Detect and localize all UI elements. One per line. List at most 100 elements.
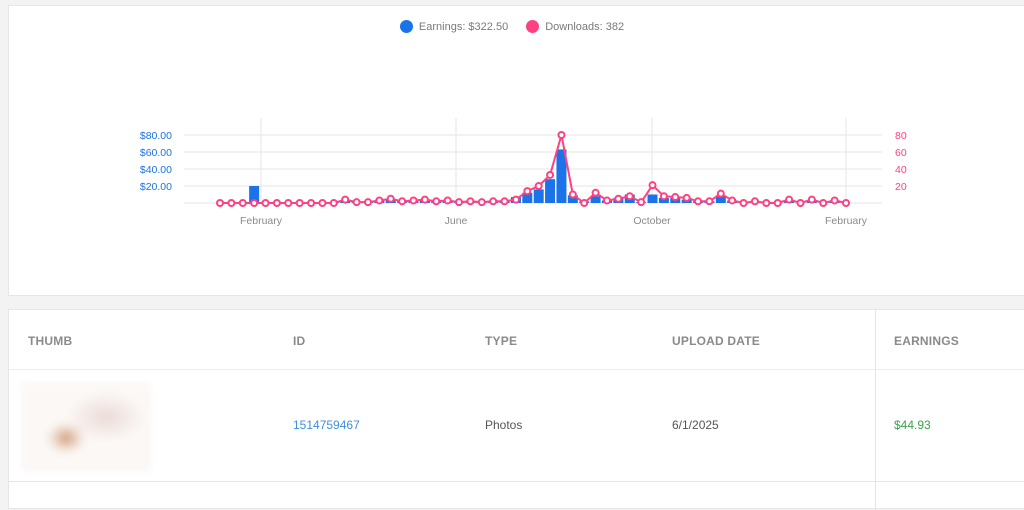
downloads-point[interactable] (796, 199, 805, 207)
earnings-bar[interactable] (249, 186, 260, 203)
downloads-point[interactable] (557, 131, 566, 139)
x-tick-label: June (445, 215, 468, 227)
downloads-point[interactable] (398, 197, 407, 206)
downloads-point[interactable] (591, 188, 600, 197)
downloads-point[interactable] (500, 197, 509, 206)
earnings-bar[interactable] (658, 197, 669, 203)
downloads-point[interactable] (352, 198, 361, 207)
y-left-tick-label: $60.00 (140, 147, 172, 159)
downloads-point[interactable] (694, 197, 703, 206)
downloads-point[interactable] (238, 199, 247, 207)
downloads-point[interactable] (318, 199, 327, 207)
downloads-point[interactable] (216, 199, 224, 207)
header-divider (9, 369, 1024, 370)
asset-id-link[interactable]: 1514759467 (293, 418, 360, 432)
downloads-point[interactable] (420, 195, 429, 204)
header-id[interactable]: ID (293, 334, 306, 348)
downloads-point[interactable] (625, 192, 634, 201)
downloads-point[interactable] (295, 199, 304, 207)
chart-legend: Earnings: $322.50 Downloads: 382 (0, 20, 1024, 33)
downloads-point[interactable] (682, 193, 691, 202)
downloads-point[interactable] (773, 199, 782, 207)
downloads-point[interactable] (466, 197, 475, 206)
earnings-bar[interactable] (556, 149, 567, 203)
downloads-point[interactable] (819, 199, 828, 207)
downloads-point[interactable] (842, 199, 850, 207)
downloads-point[interactable] (375, 196, 384, 205)
downloads-point[interactable] (227, 199, 236, 207)
downloads-point[interactable] (443, 196, 452, 205)
downloads-point[interactable] (272, 199, 281, 207)
downloads-point[interactable] (477, 198, 486, 207)
header-earnings[interactable]: EARNINGS (894, 334, 959, 348)
header-upload-date[interactable]: UPLOAD DATE (672, 334, 760, 348)
header-type[interactable]: TYPE (485, 334, 518, 348)
earnings-bar[interactable] (533, 189, 544, 203)
downloads-point[interactable] (807, 195, 816, 204)
thumbnail-image[interactable] (21, 382, 151, 472)
downloads-point[interactable] (728, 196, 737, 205)
row-divider (9, 481, 1024, 482)
downloads-point[interactable] (614, 194, 623, 203)
legend-label-downloads: Downloads: 382 (545, 20, 625, 33)
y-right-tick-label: 20 (895, 181, 907, 193)
downloads-point[interactable] (250, 199, 259, 207)
downloads-point[interactable] (637, 198, 646, 207)
legend-label-earnings: Earnings: $322.50 (418, 20, 509, 33)
y-left-tick-label: $80.00 (140, 130, 172, 142)
downloads-point[interactable] (671, 193, 680, 202)
downloads-point[interactable] (386, 194, 395, 203)
header-thumb[interactable]: THUMB (28, 334, 73, 348)
assets-table: THUMB ID TYPE UPLOAD DATE EARNINGS 15147… (8, 309, 1024, 510)
downloads-point[interactable] (568, 190, 577, 199)
earnings-bar[interactable] (567, 195, 578, 203)
downloads-point[interactable] (739, 199, 748, 207)
downloads-point[interactable] (363, 198, 372, 207)
y-right-tick-label: 40 (895, 164, 907, 176)
downloads-point[interactable] (284, 199, 293, 207)
downloads-point[interactable] (341, 195, 350, 204)
downloads-point[interactable] (307, 199, 316, 207)
y-right-tick-label: 80 (895, 130, 907, 142)
legend-item-earnings[interactable]: Earnings: $322.50 (399, 20, 509, 33)
downloads-point[interactable] (580, 199, 589, 207)
downloads-point[interactable] (523, 187, 532, 196)
y-right-tick-label: 60 (895, 147, 907, 159)
downloads-point[interactable] (705, 197, 714, 206)
legend-item-downloads[interactable]: Downloads: 382 (526, 20, 624, 33)
asset-earnings: $44.93 (894, 418, 931, 432)
column-divider (875, 310, 876, 510)
downloads-point[interactable] (489, 197, 498, 206)
downloads-point[interactable] (329, 199, 338, 207)
y-left-tick-label: $40.00 (140, 164, 172, 176)
earnings-bar[interactable] (715, 195, 726, 203)
downloads-dot-icon (526, 20, 540, 33)
downloads-point[interactable] (455, 198, 464, 207)
chart-card (8, 5, 1024, 296)
downloads-point[interactable] (648, 181, 657, 190)
upload-date: 6/1/2025 (672, 418, 719, 432)
downloads-point[interactable] (534, 182, 543, 190)
earnings-downloads-chart: February June October February $20.00 $40.00 $… (140, 118, 907, 227)
asset-type: Photos (485, 418, 523, 432)
downloads-point[interactable] (602, 196, 611, 205)
downloads-point[interactable] (546, 170, 555, 179)
downloads-point[interactable] (261, 199, 270, 207)
x-tick-label: February (825, 215, 868, 227)
y-left-tick-label: $20.00 (140, 181, 172, 193)
earnings-bar[interactable] (522, 192, 533, 203)
downloads-point[interactable] (432, 197, 441, 206)
downloads-point[interactable] (750, 197, 759, 206)
downloads-point[interactable] (659, 192, 668, 201)
downloads-point[interactable] (409, 196, 418, 205)
earnings-bar[interactable] (545, 179, 556, 203)
downloads-point[interactable] (762, 199, 771, 207)
earnings-dot-icon (399, 20, 413, 33)
downloads-point[interactable] (511, 195, 520, 204)
downloads-point[interactable] (716, 189, 725, 198)
downloads-point[interactable] (830, 196, 839, 205)
earnings-bar[interactable] (647, 194, 658, 204)
x-tick-label: October (633, 215, 671, 227)
earnings-bar[interactable] (590, 196, 601, 203)
downloads-point[interactable] (785, 195, 794, 204)
